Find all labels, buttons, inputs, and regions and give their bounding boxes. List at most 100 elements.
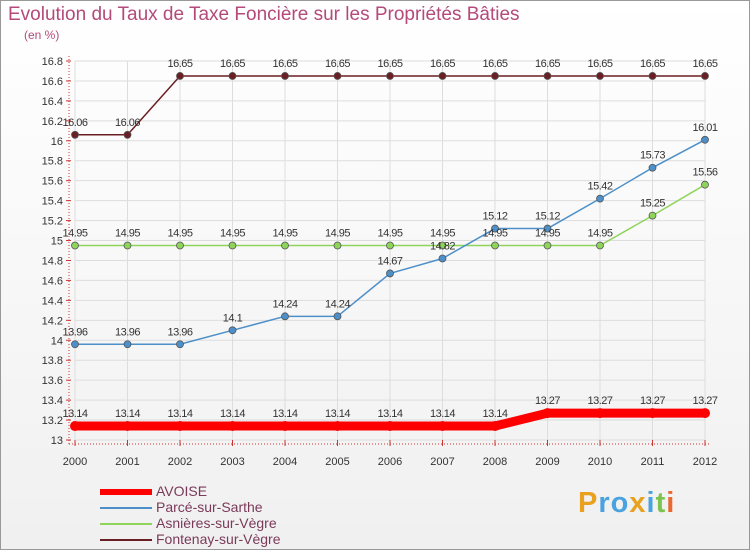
x-tick-label: 2000 bbox=[63, 456, 87, 468]
data-point bbox=[333, 72, 342, 80]
data-point bbox=[596, 241, 604, 250]
x-tick-label: 2005 bbox=[325, 456, 349, 468]
data-label: 14.95 bbox=[587, 228, 612, 240]
data-point bbox=[437, 421, 448, 432]
data-label: 13.27 bbox=[587, 395, 612, 407]
data-label: 15.42 bbox=[587, 181, 612, 193]
y-tick-label: 13 bbox=[51, 435, 63, 447]
data-label: 13.14 bbox=[272, 408, 297, 420]
data-label: 14.95 bbox=[272, 228, 297, 240]
data-label: 16.65 bbox=[692, 58, 717, 70]
data-point bbox=[491, 72, 499, 80]
data-label: 14.82 bbox=[430, 240, 455, 252]
data-label: 16.06 bbox=[62, 117, 87, 129]
data-label: 14.67 bbox=[377, 255, 402, 267]
data-label: 14.24 bbox=[325, 298, 350, 310]
data-label: 14.95 bbox=[377, 228, 402, 240]
data-point bbox=[438, 241, 447, 250]
data-label: 14.95 bbox=[115, 228, 140, 240]
data-label: 14.95 bbox=[535, 228, 560, 240]
data-point bbox=[386, 72, 394, 80]
x-tick-label: 2009 bbox=[535, 456, 559, 468]
logo-letter: r bbox=[598, 487, 611, 519]
data-label: 15.12 bbox=[482, 211, 507, 223]
data-label: 16.65 bbox=[482, 58, 507, 70]
data-label: 14.95 bbox=[325, 228, 350, 240]
legend-label-fontenay: Fontenay-sur-Vègre bbox=[156, 531, 281, 547]
data-point bbox=[175, 421, 185, 432]
data-point bbox=[176, 340, 184, 349]
data-point bbox=[648, 163, 657, 172]
series-group bbox=[70, 72, 710, 432]
data-point bbox=[70, 421, 80, 432]
data-point bbox=[542, 408, 553, 419]
y-tick-label: 13.2 bbox=[42, 415, 63, 427]
y-tick-label: 15.4 bbox=[42, 196, 63, 208]
logo-letter: i bbox=[646, 487, 656, 519]
y-tick-label: 15.6 bbox=[42, 176, 63, 188]
data-label: 16.65 bbox=[535, 58, 560, 70]
data-label: 13.14 bbox=[62, 408, 87, 420]
y-tick-label: 14.2 bbox=[42, 315, 63, 327]
y-tick-labels: 13 13.2 13.4 13.6 13.8 14 14.2 14.4 14.6 14.8 15 15… bbox=[42, 56, 63, 447]
data-point bbox=[648, 211, 657, 220]
data-point bbox=[71, 130, 79, 139]
data-label: 13.96 bbox=[62, 326, 87, 338]
data-label: 16.65 bbox=[640, 58, 665, 70]
logo-letter: P bbox=[578, 487, 599, 519]
legend-swatch-parce bbox=[100, 507, 152, 509]
data-point bbox=[385, 421, 395, 432]
y-tick-label: 14.8 bbox=[42, 255, 63, 267]
data-label: 15.25 bbox=[640, 198, 665, 210]
data-point bbox=[647, 408, 658, 419]
x-tick-labels: 2000 2001 2002 2003 2004 2005 2006 2007 2008 2009… bbox=[63, 456, 717, 468]
data-point bbox=[228, 326, 237, 335]
x-tick-label: 2007 bbox=[430, 456, 454, 468]
data-point bbox=[596, 72, 604, 80]
data-point bbox=[490, 421, 500, 432]
data-point bbox=[281, 241, 289, 250]
data-label: 13.27 bbox=[640, 395, 665, 407]
y-tick-label: 14.6 bbox=[42, 275, 63, 287]
logo-letter: i bbox=[666, 487, 676, 519]
data-point bbox=[122, 421, 133, 432]
data-point bbox=[281, 312, 289, 321]
data-point bbox=[543, 224, 552, 233]
y-tick-label: 16 bbox=[51, 136, 63, 148]
data-point bbox=[71, 340, 79, 349]
data-point bbox=[596, 194, 604, 203]
data-label: 16.65 bbox=[167, 58, 192, 70]
data-point bbox=[438, 72, 447, 80]
data-point bbox=[491, 224, 499, 233]
logo-letter: x bbox=[629, 487, 647, 519]
data-point bbox=[333, 241, 342, 250]
data-label: 16.01 bbox=[692, 122, 717, 134]
x-tick-label: 2001 bbox=[115, 456, 139, 468]
data-label: 16.06 bbox=[115, 117, 140, 129]
data-point bbox=[71, 241, 79, 250]
data-point bbox=[280, 421, 290, 432]
data-point bbox=[543, 72, 552, 80]
data-label: 15.56 bbox=[692, 167, 717, 179]
data-labels: 13.14 13.14 13.14 13.14 13.14 13.14 13.14 13.14… bbox=[62, 58, 718, 420]
data-point bbox=[176, 72, 184, 80]
data-label: 13.14 bbox=[220, 408, 245, 420]
x-tick-label: 2008 bbox=[483, 456, 507, 468]
data-label: 14.1 bbox=[223, 312, 243, 324]
data-point bbox=[332, 421, 343, 432]
data-label: 14.95 bbox=[482, 228, 507, 240]
y-tick-label: 13.8 bbox=[42, 355, 63, 367]
data-point bbox=[333, 312, 342, 321]
data-point bbox=[281, 72, 289, 80]
data-label: 14.24 bbox=[272, 298, 297, 310]
data-point bbox=[228, 241, 237, 250]
legend-label-avoise: AVOISE bbox=[156, 483, 208, 499]
data-point bbox=[648, 72, 657, 80]
data-label: 13.27 bbox=[535, 395, 560, 407]
x-tick-label: 2003 bbox=[220, 456, 244, 468]
data-label: 13.14 bbox=[430, 408, 455, 420]
data-label: 14.95 bbox=[62, 228, 87, 240]
x-tick-label: 2011 bbox=[641, 456, 665, 468]
y-tick-label: 15.2 bbox=[42, 216, 63, 228]
